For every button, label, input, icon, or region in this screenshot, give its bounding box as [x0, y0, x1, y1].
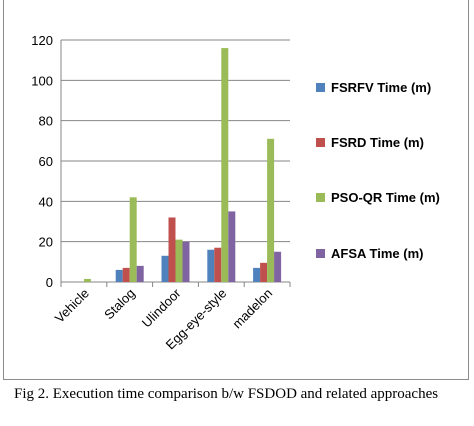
bar-egg-eye-style-series-2	[214, 247, 222, 282]
bar-stalog-series-4	[136, 265, 144, 282]
bar-vehicle-series-3	[83, 278, 91, 282]
bar-madelon-series-4	[274, 251, 282, 282]
bar-stalog-series-3	[129, 197, 137, 282]
y-tick-label: 60	[39, 154, 53, 169]
y-tick-label: 80	[39, 114, 53, 129]
legend-label-4: AFSA Time (m)	[331, 246, 423, 261]
legend: FSRFV Time (m) FSRD Time (m) PSO-QR Time (…	[316, 80, 440, 261]
grid-lines	[61, 39, 290, 243]
bar-egg-eye-style-series-1	[207, 249, 215, 282]
axes	[60, 40, 291, 287]
x-category-label: madelon	[229, 286, 275, 332]
bar-ulindoor-series-1	[161, 255, 169, 282]
bar-stalog-series-1	[115, 269, 123, 282]
y-tick-label: 0	[46, 275, 53, 290]
y-tick-label: 100	[31, 73, 53, 88]
bar-egg-eye-style-series-4	[228, 211, 236, 282]
legend-label-2: FSRD Time (m)	[331, 135, 424, 150]
bar-ulindoor-series-3	[175, 239, 183, 282]
y-tick-label: 20	[39, 235, 53, 250]
bar-madelon-series-2	[260, 262, 268, 282]
bar-ulindoor-series-4	[182, 241, 190, 282]
y-tick-label: 120	[31, 33, 53, 48]
legend-swatch-4	[316, 249, 325, 258]
x-category-label: Ulindoor	[139, 285, 184, 330]
bar-stalog-series-2	[122, 267, 130, 282]
legend-swatch-1	[316, 83, 325, 92]
x-category-label: Stalog	[101, 286, 138, 323]
figure-caption: Fig 2. Execution time comparison b/w FSD…	[14, 386, 439, 402]
legend-label-1: FSRFV Time (m)	[331, 80, 431, 95]
legend-swatch-3	[316, 193, 325, 202]
bar-ulindoor-series-2	[168, 217, 176, 282]
x-category-label: Vehicle	[52, 286, 92, 326]
legend-swatch-2	[316, 138, 325, 147]
chart-frame: 0 20 40 60 80 100 120 Vehicle Stalog Ulindoor Egg-…	[3, 0, 469, 380]
bars	[83, 48, 282, 282]
bar-egg-eye-style-series-3	[221, 48, 229, 282]
bar-madelon-series-1	[253, 267, 261, 282]
legend-label-3: PSO-QR Time (m)	[331, 190, 440, 205]
y-tick-label: 40	[39, 194, 53, 209]
bar-madelon-series-3	[267, 138, 275, 282]
